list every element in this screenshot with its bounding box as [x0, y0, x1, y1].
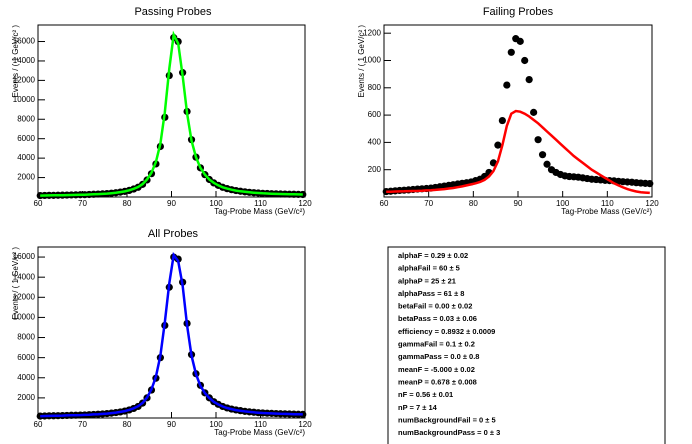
chart-title: Passing Probes — [134, 6, 212, 18]
x-tick-label: 110 — [254, 420, 267, 429]
x-tick-label: 120 — [645, 199, 659, 208]
parameter-box — [387, 246, 666, 444]
x-axis-title: Tag-Probe Mass (GeV/c²) — [214, 207, 305, 216]
data-point — [503, 81, 511, 89]
fit-parameter: numBackgroundFail = 0 ± 5 — [398, 415, 496, 424]
y-tick-label: 600 — [368, 110, 382, 119]
data-point — [507, 48, 515, 56]
fit-parameter: alphaP = 25 ± 21 — [398, 276, 456, 285]
data-point — [534, 136, 542, 144]
fit-parameter: betaPass = 0.03 ± 0.06 — [398, 314, 477, 323]
y-tick-label: 14000 — [13, 272, 36, 281]
fit-parameter: meanF = -5.000 ± 0.02 — [398, 365, 475, 374]
y-tick-label: 1200 — [363, 28, 381, 37]
y-tick-label: 6000 — [17, 353, 35, 362]
data-point — [543, 160, 551, 168]
fit-curve — [40, 251, 303, 418]
data-point — [646, 180, 654, 188]
y-tick-label: 200 — [368, 165, 382, 174]
fit-parameter: betaFail = 0.00 ± 0.02 — [398, 302, 472, 311]
y-axis-title: Events / ( 1 GeV/c² ) — [11, 247, 20, 320]
y-tick-label: 4000 — [17, 153, 35, 162]
y-tick-label: 16000 — [13, 252, 36, 261]
fit-parameter: nF = 0.56 ± 0.01 — [398, 390, 453, 399]
x-tick-label: 110 — [254, 199, 267, 208]
data-point — [538, 151, 547, 159]
fit-parameter: efficiency = 0.8932 ± 0.0009 — [398, 327, 495, 336]
x-tick-label: 120 — [298, 199, 312, 208]
y-axis-title: Events / ( 1 GeV/c² ) — [11, 25, 20, 98]
fit-parameter: gammaFail = 0.1 ± 0.2 — [398, 340, 475, 349]
y-tick-label: 1000 — [363, 56, 381, 65]
y-tick-label: 2000 — [17, 173, 35, 182]
data-point — [498, 116, 506, 125]
y-tick-label: 800 — [368, 83, 382, 92]
fit-curve — [386, 109, 650, 195]
x-tick-label: 90 — [514, 199, 523, 208]
y-tick-label: 2000 — [17, 393, 35, 402]
y-tick-label: 400 — [368, 138, 382, 147]
data-point — [521, 56, 529, 65]
fit-parameter: alphaFail = 60 ± 5 — [398, 264, 460, 273]
y-tick-label: 4000 — [17, 373, 35, 382]
y-tick-label: 8000 — [17, 333, 35, 342]
x-axis-title: Tag-Probe Mass (GeV/c²) — [561, 207, 652, 216]
x-tick-label: 80 — [123, 199, 132, 208]
fit-curve — [40, 30, 303, 197]
data-point — [525, 76, 533, 84]
x-axis-title: Tag-Probe Mass (GeV/c²) — [214, 428, 305, 437]
data-point — [530, 108, 538, 116]
x-tick-label: 60 — [34, 420, 43, 429]
y-tick-label: 14000 — [13, 56, 36, 65]
fit-parameter: nP = 7 ± 14 — [398, 403, 438, 412]
x-tick-label: 60 — [380, 199, 389, 208]
x-tick-label: 70 — [424, 199, 433, 208]
x-tick-label: 70 — [78, 420, 87, 429]
x-tick-label: 100 — [209, 420, 223, 429]
chart-title: All Probes — [148, 228, 199, 240]
fit-parameter: alphaPass = 61 ± 8 — [398, 289, 464, 298]
fit-parameter: meanP = 0.678 ± 0.008 — [398, 377, 477, 386]
y-tick-label: 12000 — [13, 292, 36, 301]
x-tick-label: 110 — [601, 199, 614, 208]
fit-parameter: numBackgroundPass = 0 ± 3 — [398, 428, 500, 437]
fit-parameter: gammaPass = 0.0 ± 0.8 — [398, 352, 479, 361]
y-tick-label: 10000 — [13, 95, 36, 104]
chart-title: Failing Probes — [483, 6, 554, 18]
x-tick-label: 120 — [298, 420, 312, 429]
x-tick-label: 90 — [167, 420, 176, 429]
x-tick-label: 60 — [34, 199, 43, 208]
y-tick-label: 16000 — [13, 37, 36, 46]
y-tick-label: 8000 — [17, 114, 35, 123]
x-tick-label: 100 — [556, 199, 570, 208]
data-point — [516, 37, 524, 45]
y-tick-label: 10000 — [13, 313, 36, 322]
x-tick-label: 80 — [469, 199, 478, 208]
data-point — [494, 141, 502, 149]
y-tick-label: 12000 — [13, 75, 36, 84]
x-tick-label: 90 — [167, 199, 176, 208]
fit-parameter: alphaF = 0.29 ± 0.02 — [398, 251, 468, 260]
x-tick-label: 70 — [78, 199, 87, 208]
x-tick-label: 100 — [209, 199, 223, 208]
x-tick-label: 80 — [123, 420, 132, 429]
y-tick-label: 6000 — [17, 134, 35, 143]
y-axis-title: Events / ( 1 GeV/c² ) — [357, 25, 366, 98]
